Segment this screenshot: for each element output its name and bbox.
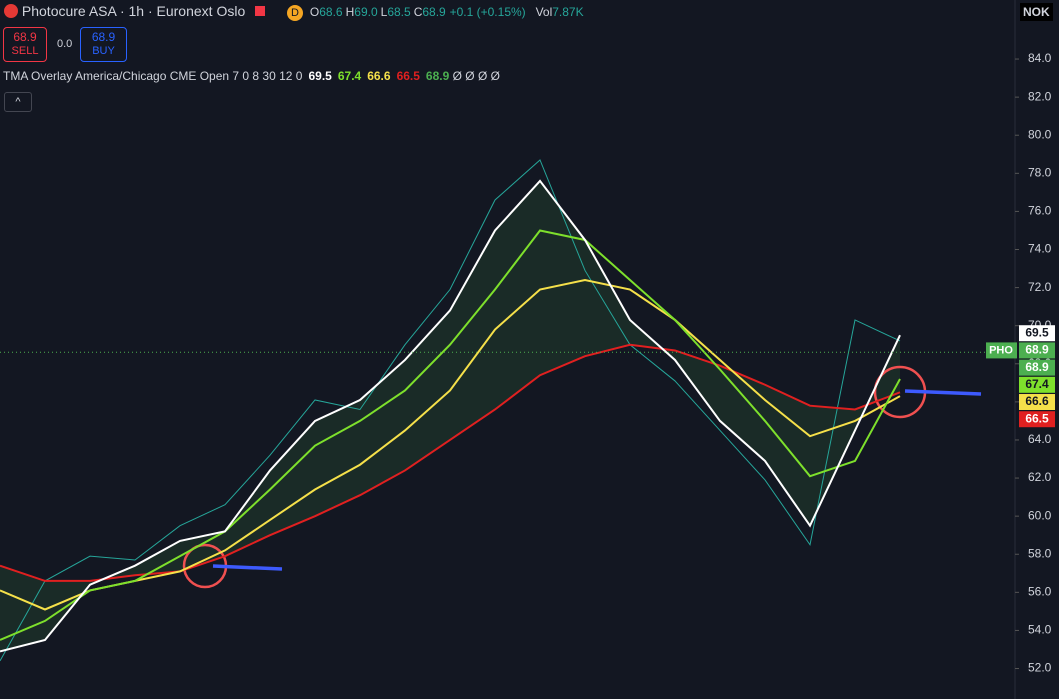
- y-tick-label: 84.0: [1028, 51, 1052, 65]
- indicator-value: 66.5: [396, 69, 420, 83]
- price-label-bg: [1019, 376, 1055, 393]
- buy-button[interactable]: 68.9 BUY: [80, 27, 127, 62]
- series-line: [0, 343, 901, 582]
- price-label-bg: [1019, 359, 1055, 376]
- indicator-row: TMA Overlay America/Chicago CME Open 7 0…: [3, 69, 500, 83]
- symbol[interactable]: Photocure ASA · 1h · Euronext Oslo: [21, 3, 246, 19]
- ohlc-value: 68.9: [422, 5, 446, 19]
- annotation-line: [212, 564, 283, 571]
- ohlc-key: C: [413, 5, 423, 19]
- ohlc-key: H: [345, 5, 355, 19]
- ohlc: O68.6 H69.0 L68.5 C68.9: [307, 5, 446, 19]
- annotation-line: [904, 389, 982, 396]
- y-tick-label: 58.0: [1028, 546, 1052, 560]
- price-label: 67.4: [1025, 377, 1049, 391]
- y-tick-label: 52.0: [1028, 661, 1052, 675]
- symbol-bar: Photocure ASA · 1h · Euronext Oslo D O68…: [4, 3, 584, 21]
- vol: 7.87K: [552, 5, 584, 19]
- price-label: 68.9: [1025, 343, 1049, 357]
- flag[interactable]: [255, 6, 266, 16]
- y-tick-label: 76.0: [1028, 204, 1052, 218]
- session-badge: D: [287, 5, 304, 21]
- series-line: [0, 179, 901, 653]
- y-tick-label: 60.0: [1028, 508, 1052, 522]
- price-label-bg: [1019, 342, 1055, 359]
- y-tick-label: 82.0: [1028, 89, 1052, 103]
- symbol-tag-bg: [986, 342, 1017, 359]
- sell-label: SELL: [11, 45, 39, 57]
- series-line: [0, 278, 901, 611]
- collapse-button[interactable]: ^: [4, 92, 32, 112]
- y-tick-label: 54.0: [1028, 623, 1052, 637]
- y-tick-label: 72.0: [1028, 280, 1052, 294]
- indicator-value: 66.6: [367, 69, 391, 83]
- y-tick-label: 80.0: [1028, 127, 1052, 141]
- series-line: [0, 159, 901, 662]
- sell-button[interactable]: 68.9 SELL: [3, 27, 47, 62]
- ohlc-value: 68.6: [319, 5, 343, 19]
- ohlc-value: 69.0: [354, 5, 378, 19]
- indicator-value: 67.4: [337, 69, 362, 83]
- buy-price: 68.9: [91, 30, 116, 44]
- price-label: 68.9: [1025, 360, 1049, 374]
- symbol-tag: PHO: [989, 344, 1013, 356]
- band-fill: [0, 180, 900, 652]
- y-tick-label: 62.0: [1028, 470, 1052, 484]
- y-tick-label: 56.0: [1028, 585, 1052, 599]
- ohlc-key: L: [380, 5, 388, 19]
- price-label-bg: [1019, 394, 1055, 411]
- price-label: 66.5: [1025, 411, 1049, 425]
- indicator-values: 69.5 67.4 66.6 66.5 68.9: [302, 69, 449, 83]
- indicator-empty: Ø Ø Ø Ø: [452, 69, 500, 83]
- price-label-bg: [1019, 411, 1055, 428]
- logo: [4, 4, 18, 18]
- spread: 0.0: [57, 38, 73, 50]
- currency[interactable]: NOK: [1020, 3, 1053, 21]
- ohlc-value: 68.5: [387, 5, 411, 19]
- buy-label: BUY: [92, 45, 115, 57]
- series-line: [0, 229, 901, 641]
- indicator-value: 69.5: [308, 69, 332, 83]
- indicator-value: 68.9: [425, 69, 450, 83]
- change: +0.1 (+0.15%): [449, 5, 526, 19]
- price-label-bg: [1019, 325, 1055, 342]
- y-tick-label: 64.0: [1028, 432, 1052, 446]
- vol-key: Vol: [535, 5, 553, 19]
- ohlc-key: O: [309, 5, 320, 19]
- y-tick-label: 74.0: [1028, 242, 1052, 256]
- price-label: 66.6: [1025, 394, 1049, 408]
- y-tick-label: 78.0: [1028, 165, 1052, 179]
- sell-price: 68.9: [13, 30, 37, 44]
- price-label: 69.5: [1025, 325, 1049, 339]
- indicator-name[interactable]: TMA Overlay America/Chicago CME Open 7 0…: [3, 69, 303, 83]
